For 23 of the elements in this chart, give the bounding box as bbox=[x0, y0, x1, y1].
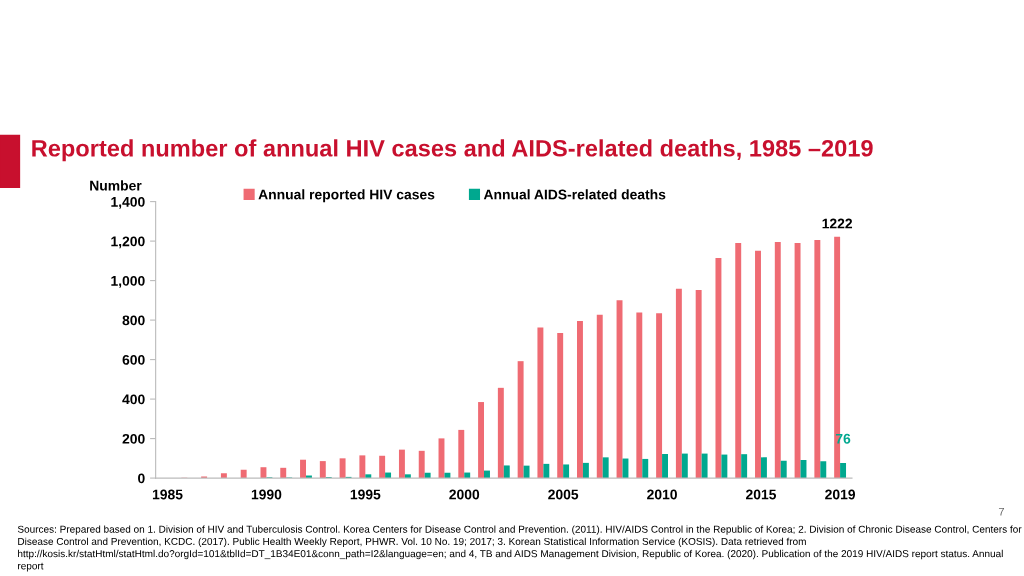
x-tick-label: 2019 bbox=[825, 489, 856, 500]
x-tick-label: 2000 bbox=[449, 489, 480, 500]
data-label: 1222 bbox=[822, 218, 853, 229]
y-tick-label: 1,400 bbox=[111, 196, 145, 209]
y-axis-title: Number bbox=[90, 180, 142, 191]
y-tick-label: 0 bbox=[138, 473, 145, 484]
legend-label: Annual reported HIV cases bbox=[258, 189, 435, 203]
source-note: Sources: Prepared based on 1. Division of HIV and Tuberculosis Control. Korea Centers for Disease Control and Prevention. (2011). HIV/AIDS Control in the Republic of Korea; 2. Division of Chronic Disease Control, Centers for Disease Control and Prevention, KCDC. (2017). Public Health Weekly Report, PHWR. Vol. 10 No. 19; 2017; 3. Korean Statistical Information Service (KOSIS). Data retrieved from http://kosis.kr/statHtml/statHtml.do?orgId=101&tblId=DT_1B34E01&conn_path=I2&language=en; and 4, TB and AIDS Management Division, Republic of Korea. (2020). Publication of the 2019 HIV/AIDS report status. Annual report bbox=[17, 525, 1022, 572]
legend-label: Annual AIDS-related deaths bbox=[483, 189, 666, 200]
x-tick-label: 2015 bbox=[746, 489, 777, 500]
chart-title: Reported number of annual HIV cases and AIDS-related deaths, 1985 –2019 bbox=[32, 139, 873, 162]
x-tick-label: 1985 bbox=[152, 489, 183, 500]
y-tick-label: 800 bbox=[122, 315, 145, 326]
y-tick-label: 1,200 bbox=[111, 236, 145, 249]
x-tick-label: 1995 bbox=[350, 489, 381, 500]
x-tick-label: 2005 bbox=[548, 489, 579, 500]
y-tick-label: 200 bbox=[122, 433, 145, 444]
y-tick-label: 400 bbox=[122, 394, 145, 405]
y-tick-label: 600 bbox=[122, 354, 145, 365]
x-tick-label: 1990 bbox=[251, 489, 282, 500]
x-tick-label: 2010 bbox=[647, 489, 677, 500]
text: 7 bbox=[998, 507, 1005, 516]
y-tick-label: 1,000 bbox=[111, 275, 145, 288]
